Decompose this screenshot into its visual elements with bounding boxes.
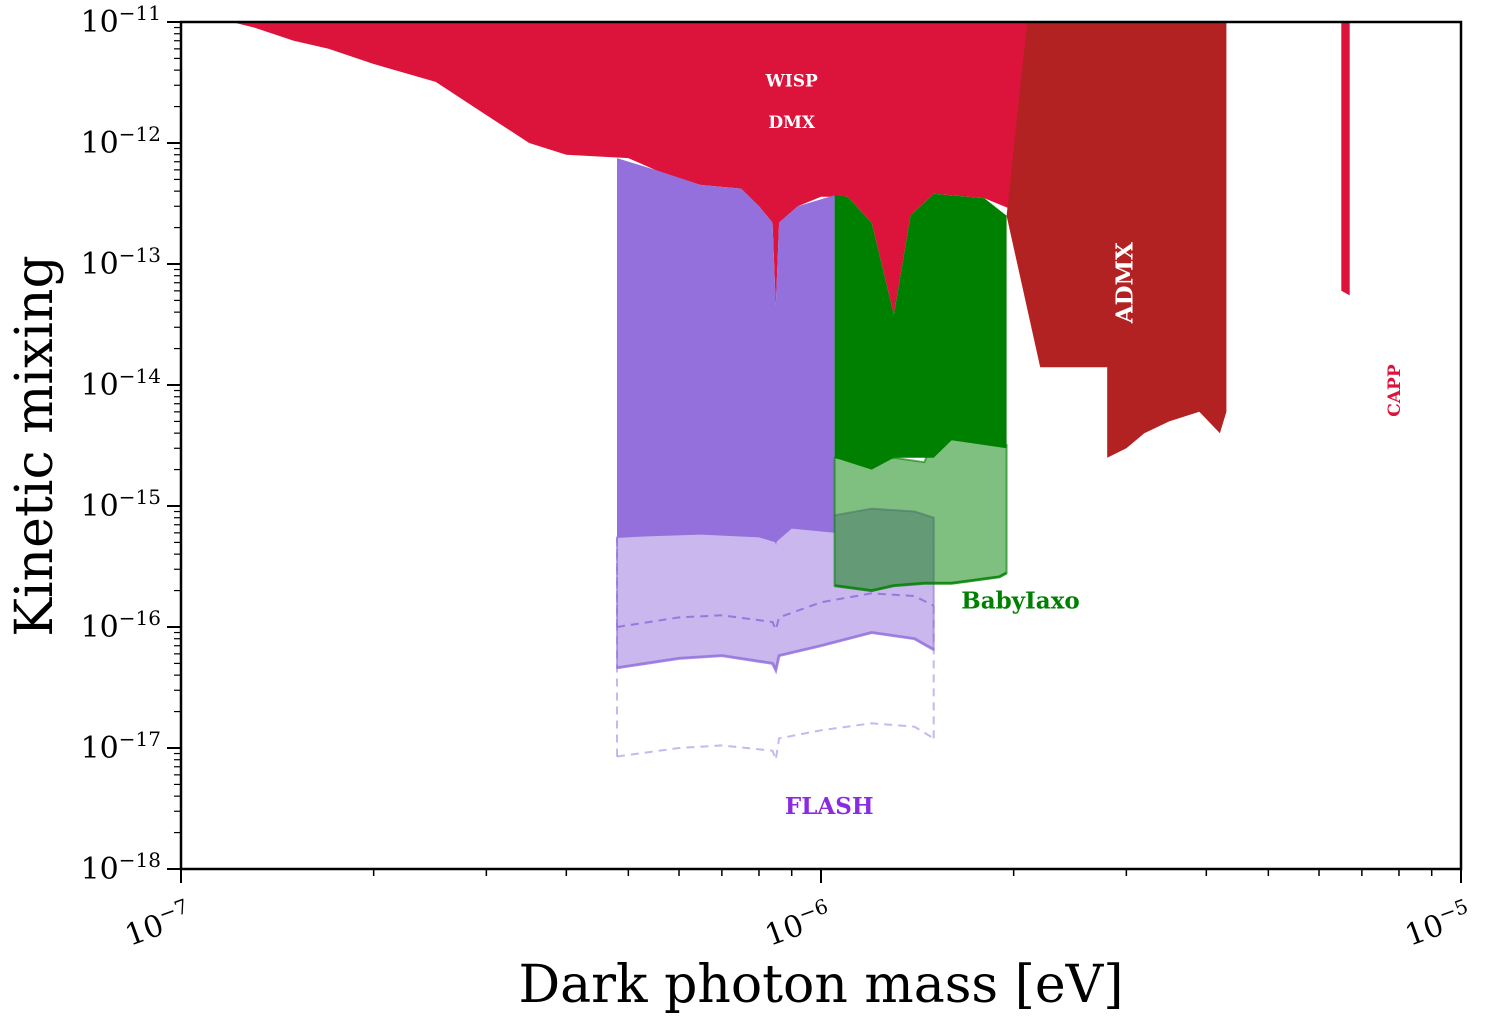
y-tick-label: 10−17 bbox=[81, 727, 161, 766]
projection-flash-dashed-2 bbox=[616, 722, 935, 761]
x-tick-label: 10−7 bbox=[119, 894, 196, 954]
label-dmx: DMX bbox=[768, 113, 816, 133]
region-labels: WISP DMX ADMX CAPP BabyIaxo FLASH bbox=[765, 71, 1405, 820]
y-tick-label: 10−18 bbox=[81, 848, 161, 887]
y-tick-label: 10−16 bbox=[81, 606, 161, 645]
y-tick-label: 10−14 bbox=[81, 364, 161, 403]
projection-babyiaxo-lower-edge bbox=[834, 571, 1008, 593]
region-admx bbox=[1006, 22, 1227, 458]
y-tick-label: 10−15 bbox=[81, 485, 161, 524]
label-admx: ADMX bbox=[1111, 242, 1138, 324]
projection-regions bbox=[615, 437, 1008, 761]
projection-babyiaxo bbox=[833, 437, 1008, 592]
projection-flash-lower-edge bbox=[616, 630, 935, 675]
region-haloscope-purple bbox=[617, 158, 835, 543]
region-wisp-dmx-exclusion bbox=[231, 22, 1028, 315]
exclusion-regions bbox=[231, 22, 1350, 543]
region-haloscope-green bbox=[834, 193, 1007, 470]
label-babyiaxo: BabyIaxo bbox=[961, 587, 1080, 614]
y-axis-title: Kinetic mixing bbox=[5, 255, 65, 637]
x-tick-label: 10−5 bbox=[1399, 894, 1476, 954]
y-tick-label: 10−12 bbox=[81, 122, 161, 161]
y-tick-label: 10−11 bbox=[81, 1, 161, 40]
label-capp: CAPP bbox=[1385, 364, 1405, 417]
region-capp bbox=[1341, 22, 1350, 296]
label-flash: FLASH bbox=[785, 793, 874, 820]
axis-ticks: 10−7 10−6 10−5 10−11 10−12 10−13 10−14 10−15 10−… bbox=[81, 1, 1476, 954]
projection-flash-dashed-1 bbox=[616, 592, 935, 633]
label-wisp: WISP bbox=[765, 71, 818, 91]
x-tick-label: 10−6 bbox=[759, 894, 836, 954]
y-tick-label: 10−13 bbox=[81, 243, 161, 282]
x-axis-title: Dark photon mass [eV] bbox=[518, 955, 1123, 1015]
